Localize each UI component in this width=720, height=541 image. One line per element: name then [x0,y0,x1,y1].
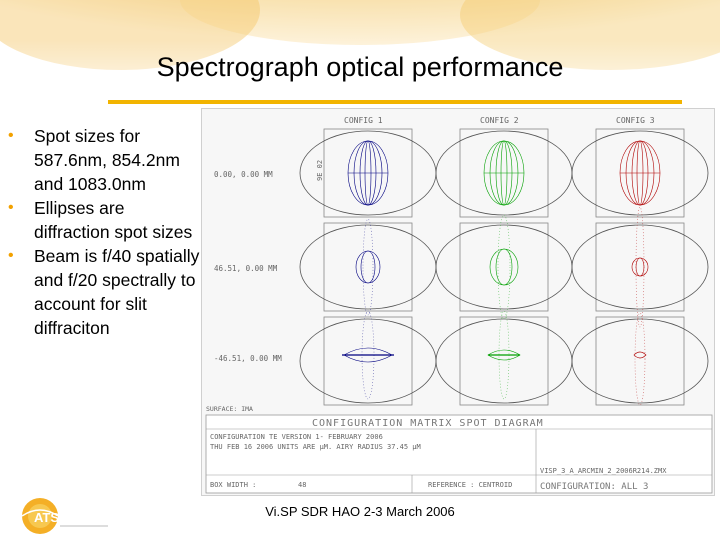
spots-row-2 [355,206,649,328]
config-footer: CONFIGURATION: ALL 3 [540,482,648,492]
row-2-label: 46.51, 0.00 MM [214,264,278,273]
slide-footer: Vi.SP SDR HAO 2-3 March 2006 [265,504,455,519]
bottom-left-label: SURFACE: IMA [206,405,253,413]
spot-grid [323,128,685,406]
config-2-label: CONFIG 2 [480,116,519,125]
slide-title: Spectrograph optical performance [156,52,564,82]
bullet-list: • Spot sizes for 587.6nm, 854.2nm and 108… [8,124,200,340]
box-width-value: 48 [298,481,306,489]
config-3-label: CONFIG 3 [616,116,655,125]
bullet-dot-icon: • [8,247,14,264]
logo-text: ATST [34,510,67,525]
info-line-2: THU FEB 16 2006 UNITS ARE µM. AIRY RADIU… [210,443,421,451]
config-1-label: CONFIG 1 [344,116,383,125]
box-width-label: BOX WIDTH : [210,481,256,489]
spot-diagram-figure: CONFIG 1 CONFIG 2 CONFIG 3 0.00, 0.00 MM… [201,108,715,496]
title-underline [108,100,682,104]
info-block [205,414,713,494]
diffraction-ellipses [299,130,709,404]
matrix-title: CONFIGURATION MATRIX SPOT DIAGRAM [312,418,544,429]
atst-logo: ATST [18,492,110,536]
spots-row-3 [342,310,647,406]
info-line-1: CONFIGURATION TE VERSION 1- FEBRUARY 200… [210,433,383,441]
bullet-dot-icon: • [8,199,14,216]
side-label: 9E 02 [316,160,324,181]
file-label: VISP_3_A_ARCMIN_2_2006R214.ZMX [540,467,667,475]
sun-background [0,0,720,120]
row-3-label: -46.51, 0.00 MM [214,354,282,363]
bullet-item: • Beam is f/40 spatially and f/20 spectra… [8,246,200,338]
spots-row-1 [347,140,661,206]
bullet-item: • Spot sizes for 587.6nm, 854.2nm and 108… [8,126,180,194]
row-1-label: 0.00, 0.00 MM [214,170,273,179]
bullet-dot-icon: • [8,127,14,144]
reference-label: REFERENCE : CENTROID [428,481,512,489]
bullet-item: • Ellipses are diffraction spot sizes [8,198,193,242]
